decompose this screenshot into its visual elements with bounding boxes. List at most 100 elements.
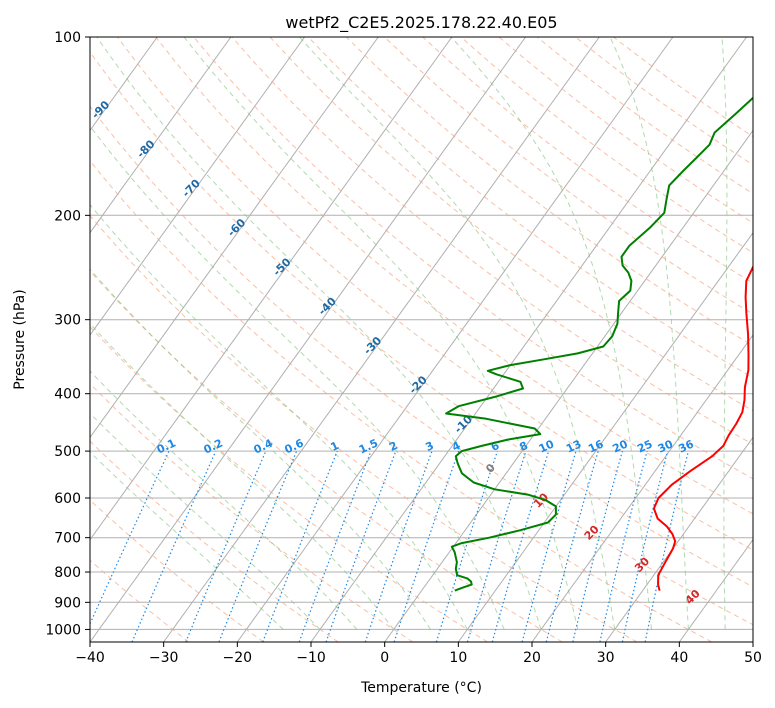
y-tick-label: 900 bbox=[54, 595, 81, 611]
isotherm-line bbox=[90, 37, 379, 439]
moist-adiabat-line bbox=[96, 37, 542, 630]
mixing-ratio-line bbox=[325, 450, 397, 642]
moist-adiabat-line bbox=[90, 203, 468, 630]
mixing-ratio-label: 3 bbox=[423, 439, 435, 454]
mixing-ratio-line bbox=[298, 450, 372, 642]
dry-adiabat-line bbox=[422, 37, 753, 284]
mixing-ratio-label: 20 bbox=[611, 437, 631, 455]
mixing-ratio-line bbox=[491, 450, 550, 642]
dry-adiabat-label: -90 bbox=[89, 98, 112, 121]
mixing-ratio-line bbox=[545, 450, 599, 642]
x-tick-label: 50 bbox=[744, 650, 762, 666]
mixing-ratio-line bbox=[90, 450, 170, 626]
x-tick-label: −10 bbox=[296, 650, 326, 666]
x-tick-label: −40 bbox=[75, 650, 105, 666]
x-tick-label: −20 bbox=[223, 650, 253, 666]
isotherm-line bbox=[384, 129, 753, 642]
y-tick-label: 400 bbox=[54, 387, 81, 403]
isotherm-line bbox=[90, 37, 232, 234]
mixing-ratio-label: 25 bbox=[635, 437, 654, 455]
y-tick-label: 800 bbox=[54, 565, 81, 581]
y-tick-label: 300 bbox=[54, 313, 81, 329]
isotherm-line bbox=[457, 231, 753, 642]
y-tick-label: 600 bbox=[54, 491, 81, 507]
y-tick-label: 700 bbox=[54, 531, 81, 547]
moist-adiabat-line bbox=[609, 37, 689, 630]
moist-adiabat-line bbox=[90, 370, 358, 630]
mixing-ratio-line bbox=[521, 450, 577, 642]
isotherm-line bbox=[163, 37, 600, 642]
y-axis-label: Pressure (hPa) bbox=[12, 289, 28, 389]
dry-adiabat-line bbox=[498, 37, 753, 224]
y-tick-label: 1000 bbox=[45, 622, 81, 638]
moist-adiabat-line bbox=[183, 37, 579, 630]
dry-adiabat-line bbox=[193, 37, 753, 480]
moist-adiabat-line bbox=[90, 125, 505, 630]
mixing-ratio-line bbox=[364, 450, 433, 642]
isotherm-line bbox=[0, 37, 10, 642]
dewpoint-line bbox=[445, 96, 753, 592]
dry-adiabat-line bbox=[90, 326, 488, 642]
mixing-ratio-line bbox=[185, 450, 267, 642]
dry-adiabat-label: -100 bbox=[41, 56, 70, 85]
dry-adiabat-line bbox=[345, 37, 753, 347]
mixing-ratio-line bbox=[599, 450, 648, 642]
mixing-ratio-line bbox=[393, 450, 460, 642]
dry-adiabat-line bbox=[90, 51, 753, 588]
moist-adiabat-line bbox=[90, 322, 395, 630]
dry-adiabat-label: -20 bbox=[407, 373, 430, 396]
moist-adiabat-line bbox=[721, 37, 728, 630]
plot-frame bbox=[89, 36, 754, 643]
mixing-ratio-label: 10 bbox=[537, 437, 557, 455]
dry-adiabat-line bbox=[613, 37, 753, 138]
mixing-ratio-label: 8 bbox=[518, 439, 530, 454]
isotherm-line bbox=[90, 37, 453, 541]
isotherm-line bbox=[752, 641, 753, 642]
mixing-ratio-label: 30 bbox=[656, 437, 676, 455]
chart-title: wetPf2_C2E5.2025.178.22.40.E05 bbox=[285, 13, 557, 33]
mixing-ratio-label: 1 bbox=[329, 439, 341, 454]
x-tick-label: −30 bbox=[149, 650, 179, 666]
mixing-ratio-label: 0.2 bbox=[202, 437, 225, 457]
moist-adiabat-line bbox=[90, 451, 284, 630]
dry-adiabat-label: -30 bbox=[361, 334, 384, 357]
mixing-ratio-line bbox=[572, 450, 623, 642]
dry-adiabat-line bbox=[269, 37, 753, 412]
mixing-ratio-line bbox=[644, 450, 689, 642]
dry-adiabat-label: -60 bbox=[225, 216, 248, 239]
mixing-ratio-label: 13 bbox=[564, 437, 583, 455]
moist-adiabat-line bbox=[299, 37, 616, 630]
mixing-ratio-line bbox=[131, 450, 217, 642]
y-tick-label: 100 bbox=[54, 30, 81, 46]
mixing-ratio-line bbox=[435, 450, 498, 642]
dry-adiabat-line bbox=[155, 37, 753, 515]
mixing-ratio-label: 36 bbox=[677, 437, 697, 455]
moist-adiabat-line bbox=[90, 268, 431, 630]
mixing-ratio-line bbox=[262, 450, 338, 642]
mixing-ratio-label: 16 bbox=[586, 437, 606, 455]
dry-adiabat-label: -80 bbox=[134, 137, 157, 160]
dry-adiabat-line bbox=[90, 382, 414, 642]
dry-adiabat-line bbox=[384, 37, 753, 315]
x-tick-label: 30 bbox=[597, 650, 615, 666]
dry-adiabat-line bbox=[90, 559, 190, 642]
mixing-ratio-label: 0.6 bbox=[283, 436, 306, 456]
x-tick-label: 40 bbox=[670, 650, 688, 666]
dry-adiabat-line bbox=[460, 37, 753, 254]
mixing-ratio-line bbox=[218, 450, 298, 642]
dry-adiabat-line bbox=[90, 440, 339, 642]
moist-adiabat-line bbox=[90, 412, 321, 630]
x-tick-label: 20 bbox=[523, 650, 541, 666]
dry-adiabat-line bbox=[90, 214, 638, 642]
dry-adiabat-line bbox=[90, 160, 712, 642]
dry-adiabat-label: -70 bbox=[180, 177, 203, 200]
isotherm-line bbox=[236, 37, 674, 642]
mixing-ratio-label: 0.4 bbox=[252, 436, 275, 456]
dry-adiabat-line bbox=[90, 270, 563, 642]
x-tick-label: 0 bbox=[380, 650, 389, 666]
mixing-ratio-label: 1.5 bbox=[357, 437, 380, 457]
x-tick-label: 10 bbox=[449, 650, 467, 666]
temperature-line bbox=[652, 264, 753, 591]
